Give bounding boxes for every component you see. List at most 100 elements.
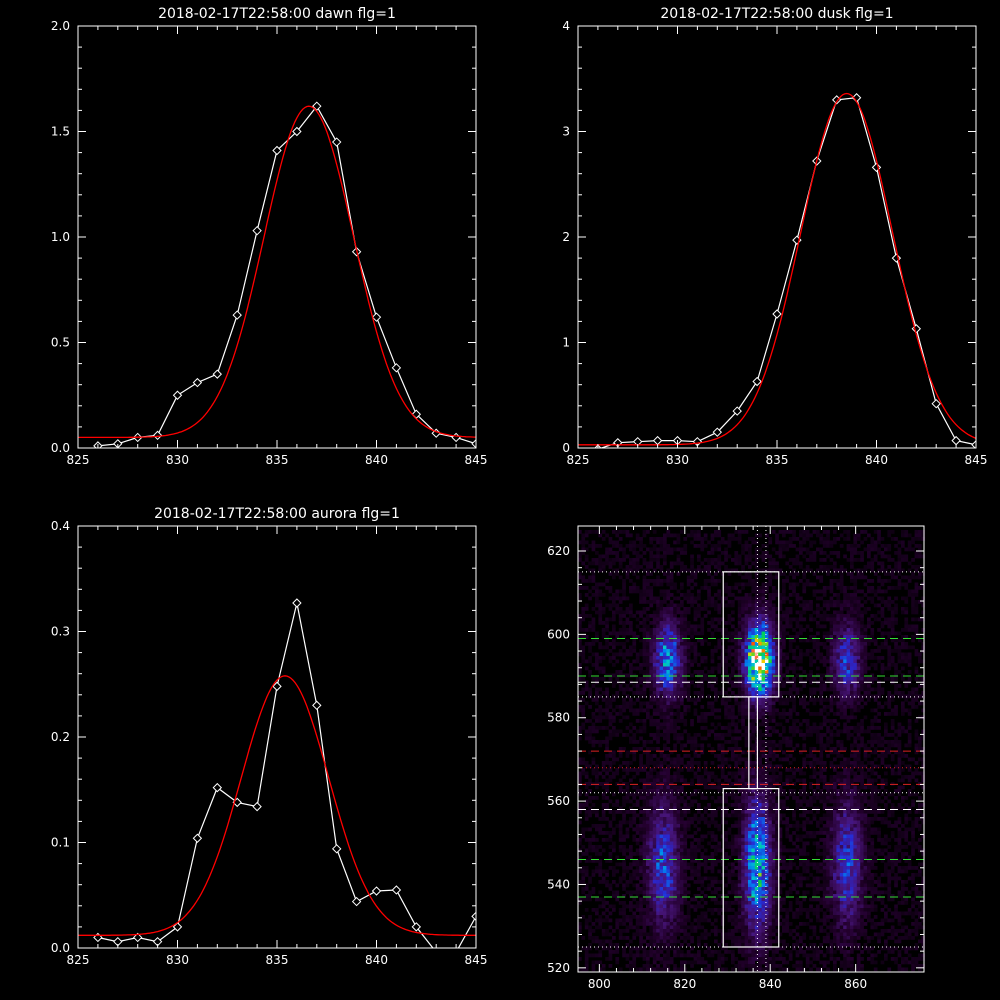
heatmap-cell [761, 698, 766, 702]
heatmap-cell [737, 684, 742, 688]
heatmap-cell [700, 673, 705, 678]
heatmap-cell [907, 579, 912, 583]
heatmap-cell [618, 631, 623, 636]
heatmap-cell [809, 607, 813, 611]
heatmap-cell [642, 607, 647, 611]
heatmap-cell [897, 750, 902, 755]
heatmap-cell [843, 729, 847, 734]
heatmap-cell [591, 624, 596, 629]
heatmap-cell [765, 656, 769, 660]
heatmap-cell [686, 736, 691, 741]
heatmap-cell [748, 736, 752, 741]
heatmap-cell [856, 533, 861, 538]
heatmap-cell [860, 698, 864, 702]
heatmap-cell [907, 719, 912, 723]
heatmap-cell [788, 761, 793, 765]
heatmap-cell [754, 687, 759, 692]
heatmap-cell [826, 782, 830, 786]
heatmap-cell [761, 649, 766, 653]
heatmap-cell [904, 586, 909, 590]
heatmap-cell [748, 757, 752, 762]
heatmap-cell [703, 785, 708, 790]
heatmap-cell [669, 659, 674, 664]
heatmap-cell [843, 635, 847, 639]
heatmap-cell [676, 561, 681, 566]
heatmap-cell [785, 610, 790, 615]
heatmap-cell [673, 652, 677, 657]
heatmap-cell [860, 764, 864, 769]
heatmap-cell [588, 628, 592, 632]
heatmap-cell [758, 736, 762, 741]
heatmap-cell [809, 638, 813, 643]
heatmap-cell [819, 680, 824, 685]
heatmap-cell [683, 649, 688, 653]
heatmap-cell [805, 568, 810, 573]
heatmap-cell [748, 624, 752, 629]
heatmap-cell [918, 572, 922, 576]
heatmap-cell [612, 652, 616, 657]
heatmap-cell [697, 614, 701, 618]
heatmap-cell [578, 729, 582, 734]
heatmap-cell [897, 551, 902, 555]
heatmap-cell [649, 778, 654, 783]
heatmap-cell [792, 757, 796, 762]
heatmap-cell [649, 642, 654, 646]
heatmap-cell [720, 750, 725, 755]
heatmap-cell [839, 635, 844, 639]
heatmap-cell [659, 694, 664, 699]
heatmap-cell [581, 722, 586, 727]
heatmap-cell [904, 607, 909, 611]
heatmap-cell [795, 610, 800, 615]
heatmap-cell [697, 558, 701, 562]
heatmap-cell [860, 736, 864, 741]
heatmap-cell [737, 589, 742, 594]
heatmap-cell [741, 624, 745, 629]
heatmap-cell [843, 712, 847, 716]
heatmap-cell [829, 705, 834, 709]
heatmap-cell [663, 768, 667, 772]
heatmap-cell [686, 533, 691, 538]
heatmap-cell [918, 701, 922, 706]
heatmap-cell [758, 649, 762, 653]
heatmap-cell [809, 544, 813, 548]
heatmap-cell [901, 575, 905, 580]
heatmap-cell [635, 785, 640, 790]
heatmap-cell [707, 572, 711, 576]
heatmap-cell [816, 771, 820, 776]
heatmap-cell [771, 792, 776, 797]
heatmap-cell [765, 754, 769, 758]
heatmap-cell [829, 694, 834, 699]
heatmap-cell [652, 558, 657, 562]
heatmap-cell [829, 565, 834, 569]
heatmap-cell [618, 614, 623, 618]
heatmap-cell [816, 757, 820, 762]
heatmap-cell [588, 579, 592, 583]
data-point-diamond [292, 598, 302, 608]
heatmap-cell [887, 617, 892, 622]
heatmap-cell [680, 624, 684, 629]
heatmap-cell [741, 666, 745, 671]
heatmap-cell [884, 712, 888, 716]
heatmap-cell [707, 603, 711, 608]
heatmap-cell [816, 547, 820, 552]
heatmap-cell [748, 621, 752, 625]
heatmap-cell [877, 610, 881, 615]
heatmap-cell [894, 565, 898, 569]
heatmap-cell [812, 645, 817, 650]
heatmap-cell [833, 635, 837, 639]
heatmap-cell [894, 691, 898, 695]
heatmap-cell [795, 719, 800, 723]
heatmap-cell [850, 764, 854, 769]
heatmap-cell [656, 628, 660, 632]
heatmap-cell [659, 712, 664, 716]
heatmap-cell [659, 656, 664, 660]
heatmap-cell [863, 638, 868, 643]
y-tick-label: 0 [562, 441, 570, 455]
data-point-diamond [212, 782, 223, 793]
heatmap-cell [673, 701, 677, 706]
heatmap-cell [737, 659, 742, 664]
heatmap-cell [731, 775, 735, 779]
heatmap-cell [867, 561, 871, 566]
heatmap-cell [683, 596, 688, 601]
heatmap-cell [656, 684, 660, 688]
